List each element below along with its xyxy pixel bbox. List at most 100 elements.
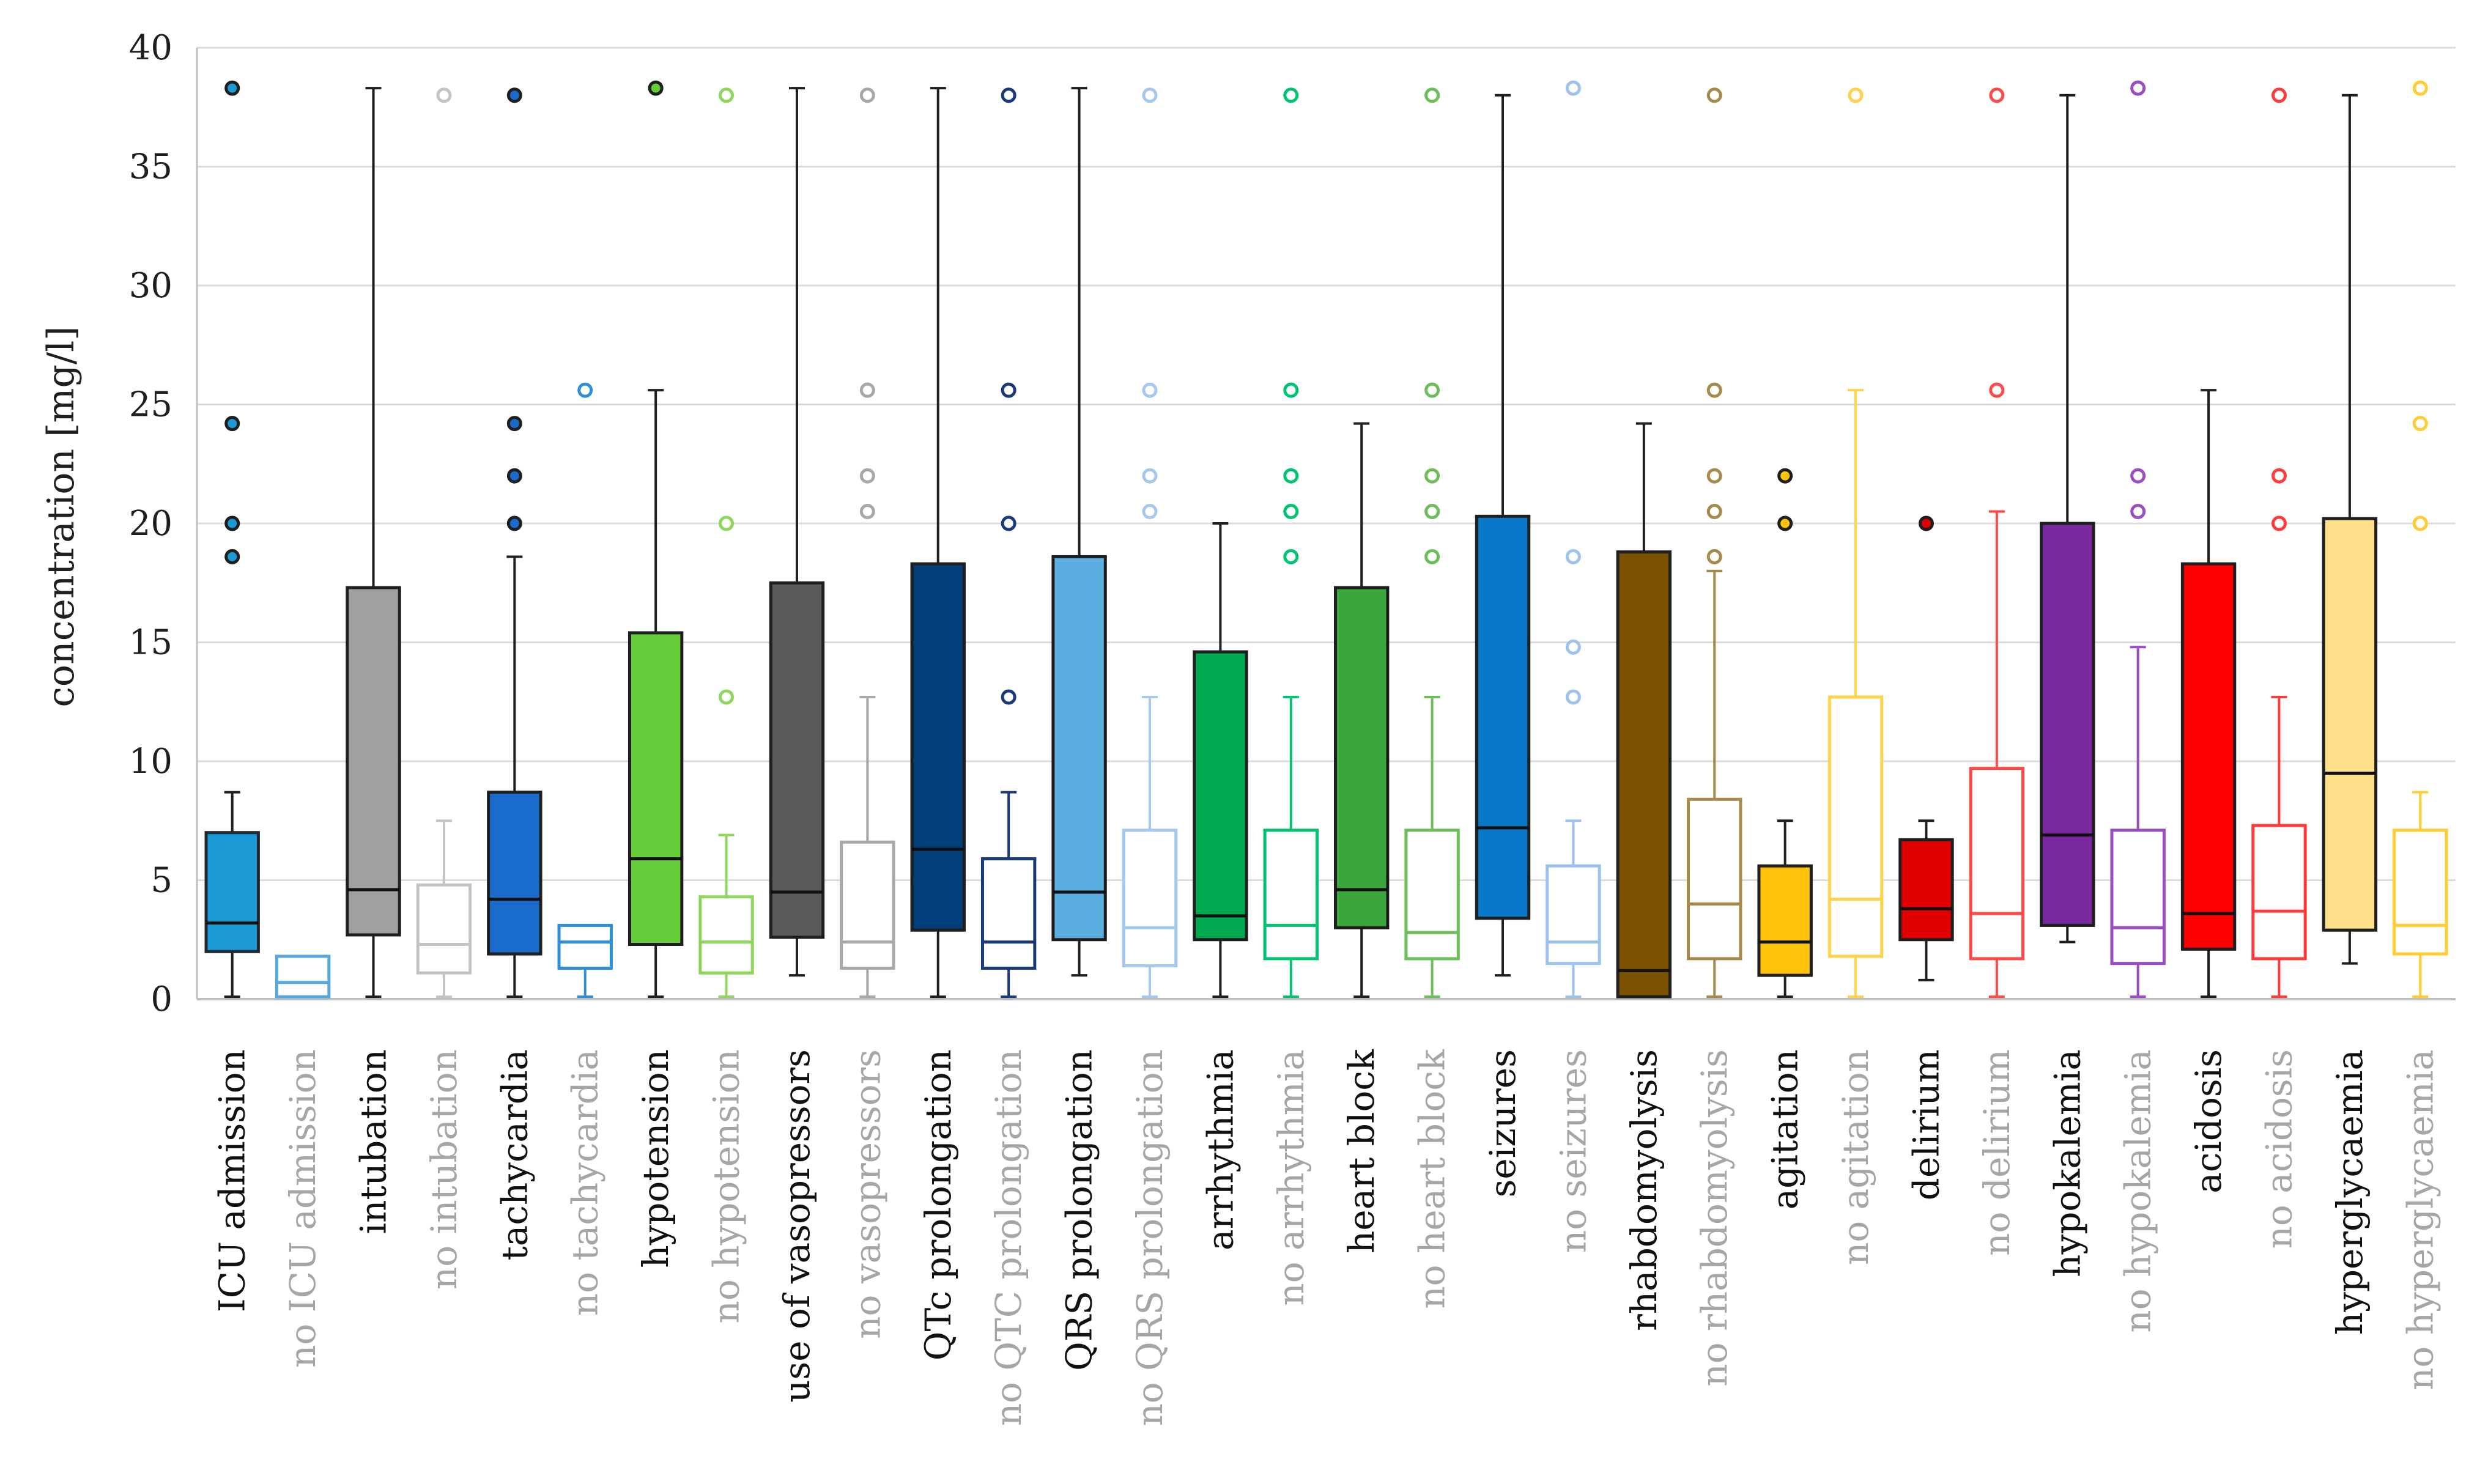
outlier-point <box>1918 515 1934 531</box>
x-tick-label: no vasopressors <box>846 1049 888 1339</box>
box-group <box>416 87 472 999</box>
outlier-point <box>1424 87 1440 103</box>
grid-layer <box>196 46 2456 1000</box>
outlier-point <box>1777 515 1793 531</box>
x-tick-label: heart block <box>1341 1049 1382 1253</box>
outlier-point <box>1565 689 1581 705</box>
outlier-point <box>1706 87 1722 103</box>
box <box>1687 797 1742 961</box>
box <box>416 883 472 975</box>
y-tick-label: 15 <box>129 623 172 663</box>
outlier-point <box>1989 87 2005 103</box>
box <box>1193 650 1248 942</box>
outlier-point <box>2412 416 2428 432</box>
x-tick-label: rhabdomyolysis <box>1623 1049 1665 1331</box>
box-group <box>1263 87 1319 999</box>
box-group <box>698 87 754 999</box>
box <box>2322 517 2378 932</box>
x-tick-label: tachycardia <box>494 1049 535 1261</box>
box-group <box>1827 87 1884 999</box>
box <box>1263 829 1319 961</box>
x-tick-label: acidosis <box>2188 1049 2229 1194</box>
outlier-point <box>506 515 522 531</box>
y-axis-title: concentration [mg/l] <box>40 326 83 707</box>
outlier-point <box>224 80 240 96</box>
x-tick-label: no QRS prolongation <box>1129 1049 1171 1427</box>
outlier-point <box>506 87 522 103</box>
outlier-point <box>1142 468 1158 484</box>
box-group <box>910 87 966 999</box>
box <box>1122 829 1178 968</box>
outlier-point <box>1001 515 1016 531</box>
box-group <box>980 87 1037 999</box>
y-tick-label: 35 <box>129 147 172 187</box>
box-group <box>628 80 684 999</box>
box-group <box>1193 522 1248 999</box>
outlier-point <box>506 416 522 432</box>
outlier-point <box>1706 382 1722 398</box>
outlier-point <box>648 80 664 96</box>
box <box>910 562 966 932</box>
box <box>840 840 895 970</box>
outlier-point <box>1565 80 1581 96</box>
box <box>698 895 754 975</box>
outlier-point <box>1001 382 1016 398</box>
box <box>1898 838 1954 942</box>
x-tick-label: intubation <box>353 1049 394 1234</box>
x-tick-label: use of vasopressors <box>776 1049 818 1403</box>
box <box>1757 864 1813 977</box>
x-tick-label: seizures <box>1482 1049 1524 1197</box>
outlier-point <box>859 382 875 398</box>
box <box>2180 562 2237 951</box>
outlier-point <box>1142 382 1158 398</box>
outlier-point <box>2130 80 2146 96</box>
x-tick-label: no seizures <box>1552 1049 1594 1253</box>
box <box>557 923 613 970</box>
box-group <box>557 382 613 999</box>
box-group <box>1687 87 1742 999</box>
outlier-point <box>2271 468 2287 484</box>
box <box>2251 824 2307 961</box>
y-tick-label: 5 <box>150 861 172 901</box>
y-tick-label: 10 <box>129 742 172 781</box>
box-group <box>1122 87 1178 999</box>
outlier-point <box>1001 87 1016 103</box>
x-tick-label: no acidosis <box>2258 1049 2300 1249</box>
outlier-point <box>859 504 875 520</box>
box <box>2040 522 2095 927</box>
box <box>1404 829 1460 961</box>
outlier-point <box>1424 504 1440 520</box>
outlier-point <box>1989 382 2005 398</box>
x-tick-label: no hypokalemia <box>2117 1049 2159 1333</box>
box <box>1546 864 1601 965</box>
x-tick-label: no arrhythmia <box>1270 1049 1312 1306</box>
x-tick-label: hypotension <box>635 1049 676 1268</box>
box <box>1969 767 2025 961</box>
box-group <box>769 87 825 977</box>
box-group <box>2180 389 2237 999</box>
outlier-point <box>224 548 240 564</box>
box <box>275 954 331 999</box>
box <box>1475 514 1531 920</box>
outlier-point <box>436 87 452 103</box>
box-group <box>1475 94 1531 977</box>
x-tick-label: no tachycardia <box>565 1049 606 1316</box>
y-axis-ticks: 0 5 10 15 20 25 30 35 40 <box>129 28 172 1019</box>
box <box>346 586 401 937</box>
outlier-point <box>2130 468 2146 484</box>
x-tick-label: delirium <box>1905 1049 1947 1200</box>
box <box>628 631 684 947</box>
box <box>1616 550 1672 999</box>
box <box>2110 829 2166 965</box>
box-group <box>1051 87 1107 977</box>
y-tick-label: 25 <box>129 385 172 425</box>
outlier-point <box>1706 548 1722 564</box>
box-group <box>2110 80 2166 999</box>
box-group <box>346 87 401 999</box>
outlier-point <box>1424 382 1440 398</box>
outlier-point <box>577 382 593 398</box>
outlier-point <box>1283 468 1299 484</box>
box-group <box>2251 87 2307 999</box>
outlier-point <box>1777 468 1793 484</box>
